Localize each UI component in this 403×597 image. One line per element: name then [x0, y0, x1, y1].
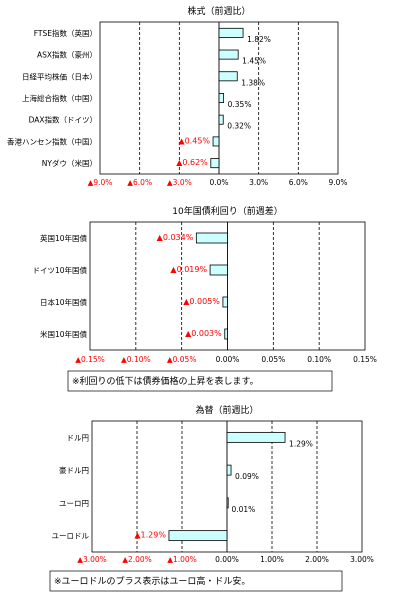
value-label: 1.82% — [247, 35, 271, 44]
x-tick-label: ▲1.00% — [167, 555, 197, 564]
x-tick-label: ▲3.00% — [77, 555, 107, 564]
x-tick-label: 0.00% — [216, 355, 240, 364]
bar — [218, 114, 224, 125]
value-label: 1.29% — [289, 439, 313, 448]
category-label: ドイツ10年国債 — [32, 265, 87, 275]
bar — [212, 136, 220, 147]
bar — [226, 464, 232, 476]
category-label: 香港ハンセン指数（中国） — [7, 136, 97, 146]
x-tick-label: 3.00% — [350, 555, 374, 564]
value-label: 1.38% — [241, 78, 265, 87]
x-tick-label: ▲3.0% — [167, 178, 192, 187]
category-label: FTSE指数（英国） — [34, 28, 97, 38]
bar — [218, 71, 238, 82]
note-box — [67, 370, 333, 392]
x-tick-label: 0.05% — [261, 355, 285, 364]
bar — [209, 264, 228, 276]
x-tick-label: 2.00% — [305, 555, 329, 564]
value-label: ▲0.003% — [185, 329, 222, 338]
x-tick-label: 3.0% — [249, 178, 268, 187]
x-tick-label: ▲9.0% — [88, 178, 113, 187]
bar — [195, 232, 228, 244]
category-label: ASX指数（豪州） — [37, 50, 97, 60]
category-label: 英国10年国債 — [40, 233, 88, 243]
bar — [222, 296, 228, 308]
note-text: ※ユーロドルのプラス表示はユーロ高・ドル安。 — [54, 575, 250, 587]
value-label: 0.32% — [227, 122, 251, 131]
category-label: 上海総合指数（中国） — [22, 93, 97, 103]
category-label: 日本10年国債 — [40, 297, 88, 307]
x-tick-label: ▲0.10% — [121, 355, 151, 364]
value-label: ▲0.005% — [183, 297, 220, 306]
value-label: ▲0.019% — [170, 265, 207, 274]
x-tick-label: ▲0.15% — [75, 355, 105, 364]
x-tick-label: 9.0% — [328, 178, 347, 187]
value-label: 0.35% — [228, 100, 252, 109]
note-text: ※利回りの低下は債券価格の上昇を表します。 — [72, 375, 259, 387]
value-label: 1.45% — [242, 57, 266, 66]
value-label: ▲1.29% — [134, 531, 166, 540]
category-label: 豪ドル円 — [59, 465, 89, 475]
value-label: ▲0.62% — [176, 158, 208, 167]
value-label: 0.01% — [231, 505, 255, 514]
category-label: 日経平均株価（日本） — [22, 71, 97, 81]
value-label: 0.09% — [235, 472, 259, 481]
chart-title: 10年国債利回り（前週差） — [172, 205, 282, 217]
bar — [226, 431, 286, 443]
bar — [168, 530, 228, 542]
bar — [218, 49, 239, 60]
x-tick-label: 6.0% — [289, 178, 308, 187]
bar — [210, 158, 220, 169]
x-tick-label: ▲6.0% — [127, 178, 152, 187]
category-label: ユーロドル — [52, 532, 90, 541]
x-tick-label: ▲0.05% — [167, 355, 197, 364]
x-tick-label: 0.10% — [307, 355, 331, 364]
x-tick-label: 0.15% — [353, 355, 377, 364]
chart-1: 10年国債利回り（前週差） ▲0.15% ▲0.10% ▲0.05% 0.00% 0.05… — [32, 205, 377, 392]
note-box — [49, 570, 343, 592]
category-label: ユーロ円 — [59, 499, 89, 508]
bar — [226, 497, 229, 509]
value-label: ▲0.45% — [178, 136, 210, 145]
category-label: ドル円 — [67, 433, 90, 442]
x-tick-label: 0.00% — [215, 555, 239, 564]
bar — [218, 27, 244, 38]
bar — [224, 328, 228, 340]
category-label: DAX指数（ドイツ） — [29, 115, 97, 125]
x-tick-label: ▲2.00% — [122, 555, 152, 564]
x-tick-label: 1.00% — [260, 555, 284, 564]
value-label: ▲0.034% — [157, 233, 194, 242]
chart-title: 株式（前週比） — [187, 5, 250, 17]
category-label: 米国10年国債 — [40, 329, 88, 339]
x-tick-label: 0.0% — [209, 178, 228, 187]
chart-title: 為替（前週比） — [195, 404, 258, 416]
bar — [218, 93, 225, 103]
chart-0: 株式（前週比） ▲9.0% ▲6.0% ▲3.0% 0.0% 3.0% 6.0% 9.0% FT… — [7, 5, 348, 187]
chart-2: 為替（前週比） ▲3.00% ▲2.00% ▲1.00% 0.00% 1.00% 2.00%… — [49, 404, 374, 592]
category-label: NYダウ（米国） — [42, 158, 97, 168]
